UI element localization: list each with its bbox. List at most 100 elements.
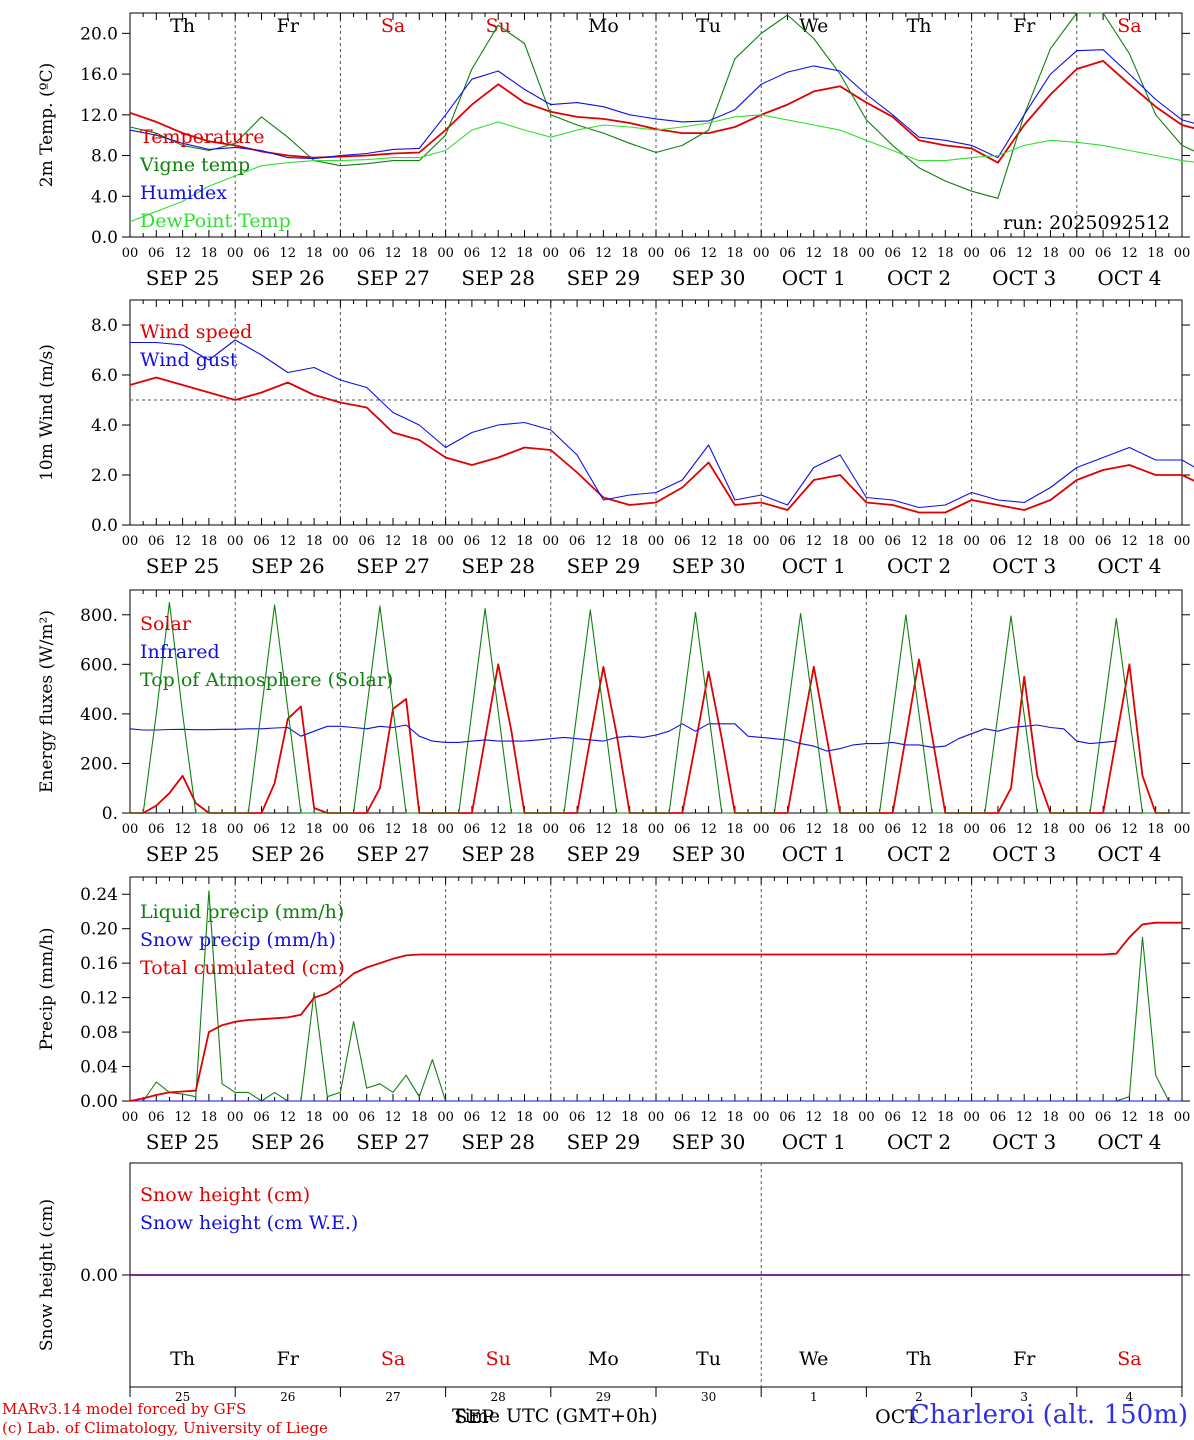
temperature-hour-label: 12 (385, 246, 402, 261)
wind-hour-label: 06 (253, 534, 270, 549)
temperature-date-label: OCT 1 (782, 266, 846, 290)
energy-date-label: SEP 29 (567, 842, 641, 866)
precip-ytick-label: 0.00 (80, 1092, 118, 1112)
precip-ytick-label: 0.08 (80, 1023, 118, 1043)
snow-day-number: 26 (280, 1390, 295, 1404)
energy-hour-label: 06 (358, 822, 375, 837)
snow-day-name: Su (486, 1348, 511, 1370)
temperature-hour-label: 18 (937, 246, 954, 261)
energy-hour-label: 12 (174, 822, 191, 837)
energy-hour-label: 00 (122, 822, 139, 837)
wind-hour-label: 00 (437, 534, 454, 549)
temperature-hour-label: 18 (1147, 246, 1164, 261)
temperature-hour-label: 18 (306, 246, 323, 261)
snow-day-name: Th (907, 1348, 932, 1370)
energy-hour-label: 12 (595, 822, 612, 837)
wind-ytick-label: 8.0 (91, 316, 118, 336)
precip-series-total-cumulated-cm- (129, 921, 1182, 1102)
wind-hour-label: 06 (779, 534, 796, 549)
snow-day-number: 3 (1020, 1390, 1028, 1404)
temperature-hour-label: 18 (201, 246, 218, 261)
precip-hour-label: 06 (779, 1110, 796, 1125)
wind-hour-label: 06 (674, 534, 691, 549)
temperature-series-humidex (129, 49, 1194, 160)
temperature-hour-label: 06 (464, 246, 481, 261)
snow-day-number: 28 (491, 1390, 506, 1404)
precip-ylabel: Precip (mm/h) (37, 927, 57, 1050)
precip-hour-label: 18 (727, 1110, 744, 1125)
snow-day-number: 2 (915, 1390, 923, 1404)
temperature-ytick-label: 20.0 (80, 24, 118, 44)
precip-hour-label: 18 (621, 1110, 638, 1125)
credit-line-1: MARv3.14 model forced by GFS (2, 1400, 247, 1418)
precip-hour-label: 12 (490, 1110, 507, 1125)
temperature-hour-label: 12 (1016, 246, 1033, 261)
temperature-hour-label: 00 (963, 246, 980, 261)
energy-ytick-label: 600. (80, 655, 118, 675)
snow-day-number: 1 (810, 1390, 818, 1404)
wind-hour-label: 18 (832, 534, 849, 549)
energy-hour-label: 06 (569, 822, 586, 837)
energy-date-label: SEP 27 (356, 842, 430, 866)
precip-hour-label: 00 (543, 1110, 560, 1125)
temperature-hour-label: 06 (358, 246, 375, 261)
precip-hour-label: 18 (1147, 1110, 1164, 1125)
wind-hour-label: 12 (174, 534, 191, 549)
precip-hour-label: 00 (648, 1110, 665, 1125)
wind-hour-label: 06 (148, 534, 165, 549)
wind-hour-label: 18 (727, 534, 744, 549)
snow-day-number: 25 (175, 1390, 190, 1404)
wind-date-label: SEP 29 (567, 554, 641, 578)
energy-hour-label: 12 (280, 822, 297, 837)
temperature-hour-label: 00 (122, 246, 139, 261)
temperature-ytick-label: 4.0 (91, 187, 118, 207)
wind-hour-label: 12 (806, 534, 823, 549)
temperature-hour-label: 06 (148, 246, 165, 261)
wind-date-label: OCT 4 (1097, 554, 1161, 578)
temperature-date-label: SEP 27 (356, 266, 430, 290)
wind-ytick-label: 0.0 (91, 516, 118, 536)
precip-hour-label: 00 (227, 1110, 244, 1125)
wind-hour-label: 18 (516, 534, 533, 549)
energy-hour-label: 12 (1016, 822, 1033, 837)
snow-legend-entry: Snow height (cm) (140, 1184, 310, 1206)
wind-hour-label: 00 (1069, 534, 1086, 549)
snow-day-name: Sa (381, 1348, 405, 1370)
temperature-day-name: Mo (588, 15, 619, 37)
energy-hour-label: 12 (490, 822, 507, 837)
energy-hour-label: 00 (858, 822, 875, 837)
energy-hour-label: 06 (148, 822, 165, 837)
temperature-date-label: SEP 28 (461, 266, 535, 290)
temperature-ytick-label: 12.0 (80, 106, 118, 126)
snow-ytick-label: 0.00 (80, 1266, 118, 1286)
precip-date-label: OCT 4 (1097, 1130, 1161, 1154)
wind-hour-label: 12 (1121, 534, 1138, 549)
wind-hour-label: 18 (1147, 534, 1164, 549)
energy-hour-label: 00 (753, 822, 770, 837)
wind-ytick-label: 4.0 (91, 416, 118, 436)
snow-day-number: 29 (596, 1390, 611, 1404)
energy-hour-label: 00 (437, 822, 454, 837)
temperature-hour-label: 06 (884, 246, 901, 261)
energy-date-label: SEP 30 (672, 842, 746, 866)
precip-date-label: OCT 3 (992, 1130, 1056, 1154)
temperature-hour-label: 12 (1121, 246, 1138, 261)
precip-ytick-label: 0.16 (80, 954, 118, 974)
temperature-hour-label: 12 (806, 246, 823, 261)
precip-hour-label: 18 (516, 1110, 533, 1125)
temperature-day-name: Th (907, 15, 932, 37)
energy-hour-label: 18 (727, 822, 744, 837)
energy-hour-label: 12 (385, 822, 402, 837)
precip-hour-label: 12 (700, 1110, 717, 1125)
wind-date-label: SEP 30 (672, 554, 746, 578)
temperature-legend-entry: Vigne temp (139, 154, 250, 176)
snow-day-number: 4 (1126, 1390, 1134, 1404)
wind-ytick-label: 6.0 (91, 366, 118, 386)
temperature-date-label: OCT 3 (992, 266, 1056, 290)
energy-hour-label: 06 (674, 822, 691, 837)
snow-month-right: OCT (875, 1406, 918, 1428)
precip-ytick-label: 0.04 (80, 1058, 118, 1078)
temperature-hour-label: 18 (1042, 246, 1059, 261)
energy-series-top-of-atmosphere-solar- (130, 601, 1169, 814)
